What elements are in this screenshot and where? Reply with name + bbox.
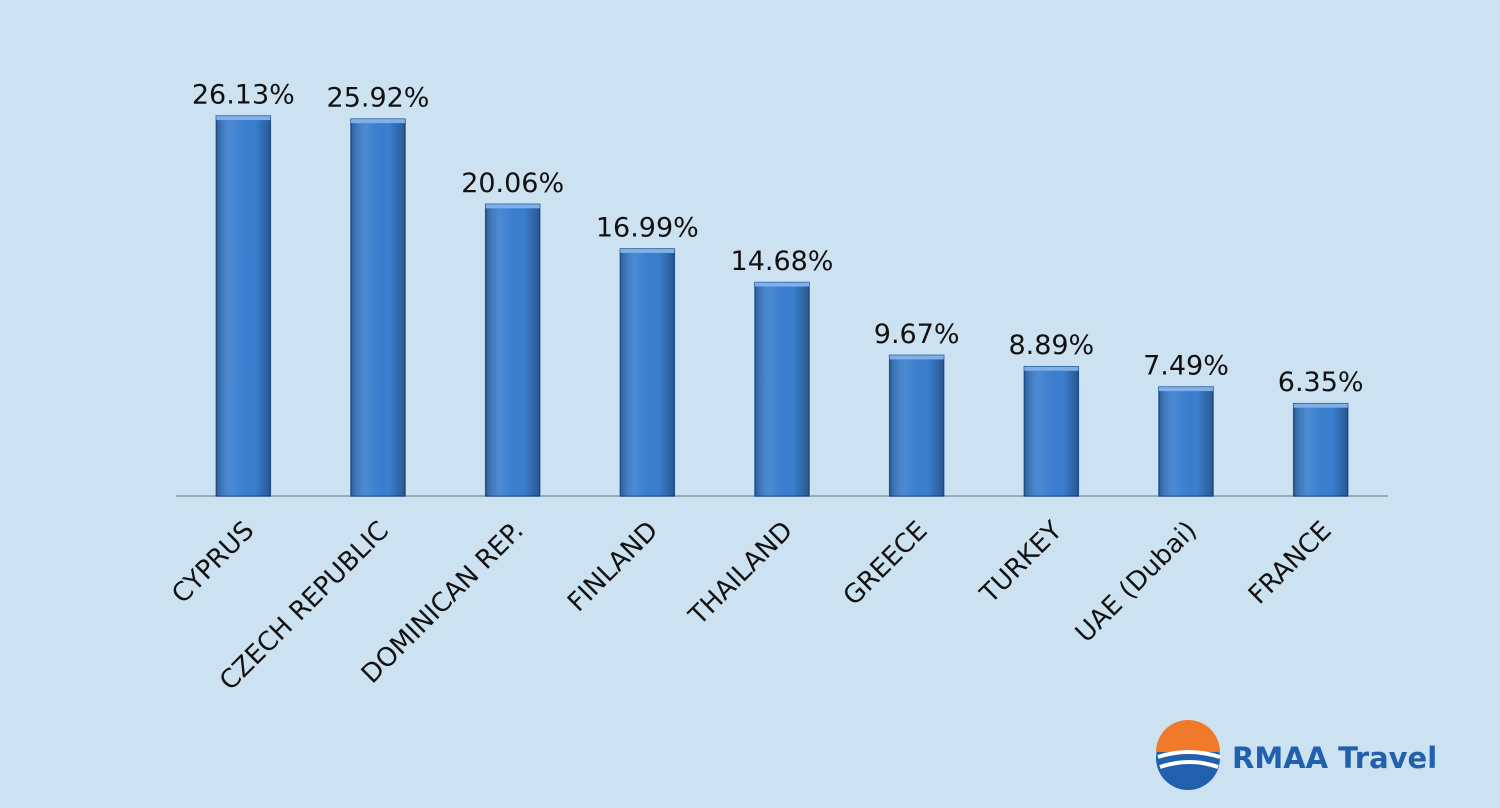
bar [619, 248, 676, 497]
bar-cap [889, 355, 944, 360]
bar-cap [1024, 366, 1079, 371]
bar-cap [351, 119, 405, 124]
x-tick-label: CYPRUS [166, 516, 260, 610]
x-tick-label: THAILAND [683, 516, 799, 632]
value-label: 26.13% [192, 80, 295, 111]
value-label: 7.49% [1143, 351, 1229, 382]
x-tick-label: GREECE [838, 516, 934, 612]
value-label: 14.68% [731, 246, 834, 277]
value-label: 16.99% [596, 212, 699, 243]
bar [484, 203, 541, 497]
bar [888, 354, 945, 497]
logo-icon-top [1156, 720, 1220, 752]
value-label: 9.67% [874, 319, 960, 350]
value-label: 25.92% [327, 83, 430, 114]
x-tick-label: TURKEY [974, 516, 1068, 610]
logo-text: RMAA Travel [1232, 741, 1437, 775]
bar [1292, 402, 1349, 497]
value-label: 8.89% [1008, 330, 1094, 361]
logo-waves [1157, 750, 1221, 769]
bar-cap [1159, 387, 1213, 392]
x-tick-label: FINLAND [562, 516, 664, 618]
bar [350, 118, 406, 497]
bar [754, 281, 810, 497]
logo: RMAA Travel [1156, 720, 1437, 790]
x-tick-label: FRANCE [1243, 516, 1338, 611]
value-label: 20.06% [461, 168, 564, 199]
bar [1158, 386, 1214, 497]
bar-cap [485, 204, 540, 209]
bar-cap [620, 248, 675, 253]
value-label: 6.35% [1278, 367, 1364, 398]
x-tick-label: UAE (Dubai) [1070, 516, 1203, 649]
bar-cap [216, 116, 271, 121]
bar [1023, 365, 1080, 497]
bar [215, 115, 272, 497]
bar-cap [755, 282, 809, 287]
bar-cap [1293, 403, 1348, 408]
